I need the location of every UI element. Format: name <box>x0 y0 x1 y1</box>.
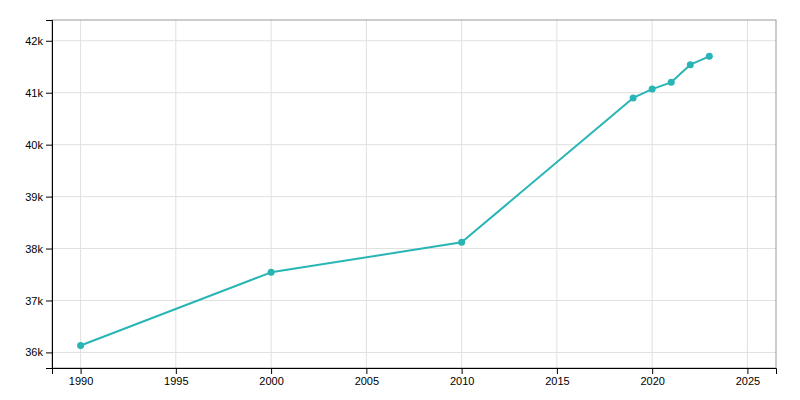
x-tick: 2005 <box>355 368 379 387</box>
y-tick-label: 42k <box>25 35 43 47</box>
x-tick-label: 2015 <box>545 375 569 387</box>
y-tick-mark <box>46 41 52 42</box>
y-tick: 38k <box>25 243 52 255</box>
x-tick-mark <box>81 368 82 374</box>
x-tick-label: 2005 <box>355 375 379 387</box>
y-tick-mark <box>46 93 52 94</box>
x-tick-label: 2020 <box>640 375 664 387</box>
point <box>706 53 713 60</box>
grid-line <box>52 40 776 41</box>
y-tick-label: 38k <box>25 243 43 255</box>
y-tick-mark <box>46 197 52 198</box>
point <box>687 61 694 68</box>
y-tick-label: 39k <box>25 191 43 203</box>
grid-line <box>366 20 367 368</box>
grid-line <box>461 20 462 368</box>
y-tick-mark <box>46 352 52 353</box>
y-tick: 42k <box>25 35 52 47</box>
x-tick: 1990 <box>69 368 93 387</box>
x-tick-mark <box>462 368 463 374</box>
x-tick: 2020 <box>640 368 664 387</box>
point <box>630 94 637 101</box>
x-tick-label: 1995 <box>164 375 188 387</box>
y-tick-mark <box>46 145 52 146</box>
x-tick: 2010 <box>450 368 474 387</box>
point <box>649 86 656 93</box>
line <box>81 56 710 345</box>
x-axis-line <box>53 369 777 375</box>
point <box>668 79 675 86</box>
x-tick-label: 2025 <box>736 375 760 387</box>
x-tick: 2000 <box>259 368 283 387</box>
y-tick-mark <box>46 300 52 301</box>
grid-line <box>556 20 557 368</box>
grid-line <box>52 300 776 301</box>
x-tick-label: 1990 <box>69 375 93 387</box>
grid-line <box>52 92 776 93</box>
point <box>77 342 84 349</box>
y-tick-label: 36k <box>25 346 43 358</box>
x-tick: 1995 <box>164 368 188 387</box>
grid <box>52 20 776 368</box>
grid-line <box>271 20 272 368</box>
x-tick-mark <box>271 368 272 374</box>
point <box>458 239 465 246</box>
x-axis: 1990 1995 2000 2005 2010 2015 2020 2025 <box>53 368 777 387</box>
y-tick-label: 41k <box>25 87 43 99</box>
y-tick-label: 37k <box>25 294 43 306</box>
x-tick-mark <box>176 368 177 374</box>
grid-line <box>175 20 176 368</box>
y-tick: 41k <box>25 87 52 99</box>
y-tick: 36k <box>25 346 52 358</box>
grid-line <box>652 20 653 368</box>
grid-line <box>747 20 748 368</box>
point <box>268 269 275 276</box>
grid-line <box>52 144 776 145</box>
plot-frame <box>52 20 776 368</box>
x-tick-mark <box>747 368 748 374</box>
y-axis-line <box>46 21 53 369</box>
grid-line <box>52 196 776 197</box>
y-tick-label: 40k <box>25 139 43 151</box>
x-tick-label: 2010 <box>450 375 474 387</box>
x-tick-mark <box>652 368 653 374</box>
x-tick-mark <box>366 368 367 374</box>
y-tick-mark <box>46 249 52 250</box>
grid-line <box>52 352 776 353</box>
x-tick: 2015 <box>545 368 569 387</box>
y-axis: 36k 37k 38k 39k 40k 41k 42k <box>25 21 52 369</box>
x-tick: 2025 <box>736 368 760 387</box>
chart: 1990 1995 2000 2005 2010 2015 2020 2025 36k 37k 38… <box>0 0 800 400</box>
y-tick: 37k <box>25 294 52 306</box>
plot-area <box>77 53 713 349</box>
x-tick-label: 2000 <box>259 375 283 387</box>
grid-line <box>80 20 81 368</box>
y-tick: 40k <box>25 139 52 151</box>
x-tick-mark <box>557 368 558 374</box>
y-tick: 39k <box>25 191 52 203</box>
